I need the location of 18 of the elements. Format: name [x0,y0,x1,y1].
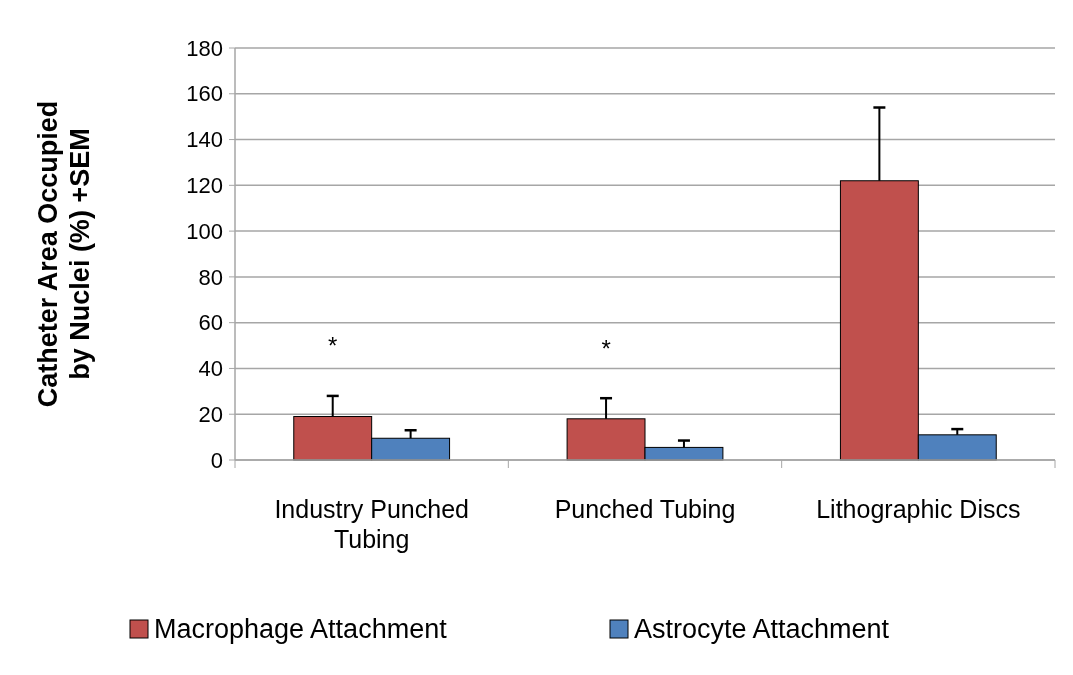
x-tick-label: Industry Punched Tubing [274,495,469,553]
y-tick-label: 80 [198,264,223,290]
y-axis-title: Catheter Area Occupied by Nuclei (%) +SEM [33,100,95,408]
x-tick-label: Punched Tubing [554,495,736,523]
x-tick-label: Lithographic Discs [816,495,1021,523]
y-tick-label: 100 [186,218,223,244]
legend-label: Astrocyte Attachment [634,614,890,645]
annotation: * [328,332,338,360]
y-tick-label: 140 [186,127,223,153]
y-tick-label: 60 [198,310,223,336]
y-tick-label: 20 [198,401,223,427]
y-tick-label: 180 [186,35,223,61]
legend-label: Macrophage Attachment [154,614,448,645]
annotation: * [601,334,611,362]
y-tick-label: 160 [186,81,223,107]
y-tick-label: 120 [186,173,223,199]
y-tick-label: 40 [198,356,223,382]
y-tick-label: 0 [210,447,223,473]
